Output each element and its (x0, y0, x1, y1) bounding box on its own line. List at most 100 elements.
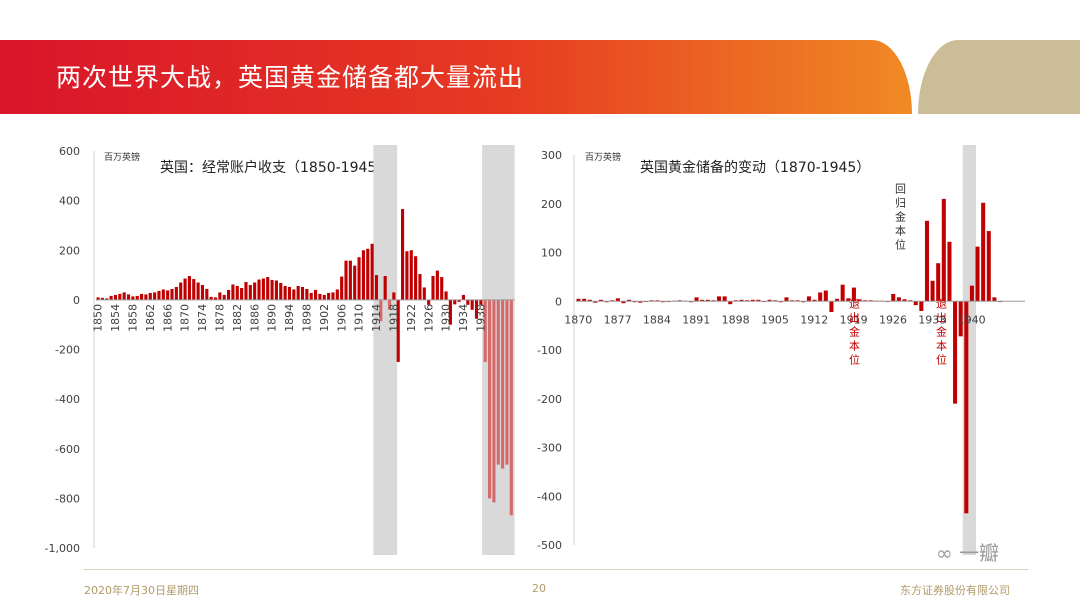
bar (958, 301, 963, 337)
bar (366, 248, 370, 300)
x-tick-label: 1870 (179, 304, 192, 332)
bar (135, 295, 139, 300)
bar (440, 277, 444, 300)
bar (144, 294, 148, 300)
title-banner (0, 40, 912, 114)
bar (305, 288, 309, 300)
bar (728, 301, 733, 305)
bar (992, 297, 997, 302)
bar (466, 299, 470, 305)
y-tick-label: -500 (537, 539, 562, 552)
bar (383, 276, 387, 300)
bar (392, 292, 396, 300)
x-tick-label: 1874 (196, 304, 209, 332)
bar (941, 198, 946, 302)
y-tick-label: -100 (537, 344, 562, 357)
bar (924, 220, 929, 302)
bar (279, 283, 283, 300)
x-tick-label: 1906 (335, 304, 348, 332)
bar (615, 298, 620, 302)
bar (947, 241, 952, 302)
y-tick-label: -400 (55, 393, 80, 406)
bar (784, 297, 789, 302)
bar (496, 299, 500, 465)
bar (483, 299, 487, 362)
bar (453, 299, 457, 305)
bar (322, 294, 326, 300)
bar (100, 297, 104, 300)
bar (705, 299, 710, 302)
bar (318, 293, 322, 300)
y-tick-label: 0 (73, 294, 80, 307)
x-tick-label: 1890 (266, 304, 279, 332)
y-tick-label: 0 (555, 295, 562, 308)
y-tick-label: 600 (59, 145, 80, 158)
bar (422, 287, 426, 300)
gold-reserve-chart: 百万英镑 英国黄金储备的变动（1870-1945） 300 200 100 0 -100… (537, 145, 1025, 555)
bar (196, 282, 200, 300)
bar (981, 202, 986, 302)
bar (930, 280, 935, 302)
x-tick-label: 1918 (388, 304, 401, 332)
bar (461, 294, 466, 300)
bar (174, 286, 178, 300)
x-tick-label: 1886 (248, 304, 261, 332)
x-tick-label: 1858 (127, 304, 140, 332)
y-tick-label: 400 (59, 195, 80, 208)
decorative-corner-shape (918, 40, 1080, 114)
bar (205, 288, 209, 300)
bar (427, 299, 431, 305)
bar (986, 231, 991, 302)
bar (739, 299, 744, 302)
x-tick-label: 1898 (722, 313, 750, 326)
x-tick-label: 1850 (92, 304, 105, 332)
y-tick-label: -800 (55, 492, 80, 505)
chart2-title: 英国黄金储备的变动（1870-1945） (640, 159, 870, 176)
bar (975, 246, 980, 302)
bar (183, 278, 187, 300)
bar (835, 298, 840, 302)
current-account-chart: 百万英镑 英国：经常账户收支（1850-1945） 600 400 200 0 -200… (45, 145, 515, 555)
bar (166, 290, 170, 300)
bar (266, 277, 270, 300)
bar (153, 292, 157, 300)
x-tick-label: 1912 (800, 313, 828, 326)
x-tick-label: 1914 (370, 304, 383, 332)
bar (953, 301, 958, 404)
bar (213, 297, 218, 300)
x-tick-label: 1919 (840, 313, 868, 326)
bar (209, 296, 213, 300)
bar (96, 297, 100, 300)
x-tick-label: 1894 (283, 304, 296, 332)
bar (357, 257, 361, 300)
bar (348, 260, 352, 300)
bar (479, 299, 483, 305)
war-period-shading (373, 145, 398, 555)
bar (157, 290, 161, 300)
x-tick-label: 1905 (761, 313, 789, 326)
policy-annotation: 回归金本位 (894, 183, 907, 253)
bar (593, 301, 598, 303)
footer-divider (84, 569, 1028, 570)
bar (582, 298, 587, 302)
bar (309, 292, 313, 300)
x-tick-label: 1940 (958, 313, 986, 326)
bar (638, 301, 643, 303)
bar (457, 299, 461, 302)
bar (361, 250, 365, 300)
watermark-text: 一瓣 (959, 541, 1000, 565)
bar (913, 301, 918, 306)
chart2-unit-label: 百万英镑 (585, 151, 621, 163)
bar (470, 299, 474, 310)
x-tick-label: 1877 (604, 313, 632, 326)
y-tick-label: 300 (541, 149, 562, 162)
footer-date: 2020年7月30日星期四 (84, 584, 199, 597)
x-tick-label: 1891 (682, 313, 710, 326)
x-tick-label: 1884 (643, 313, 671, 326)
y-tick-label: 100 (541, 247, 562, 260)
bar (248, 284, 252, 300)
bar (257, 279, 261, 300)
bar (722, 296, 727, 302)
bar (418, 274, 422, 300)
